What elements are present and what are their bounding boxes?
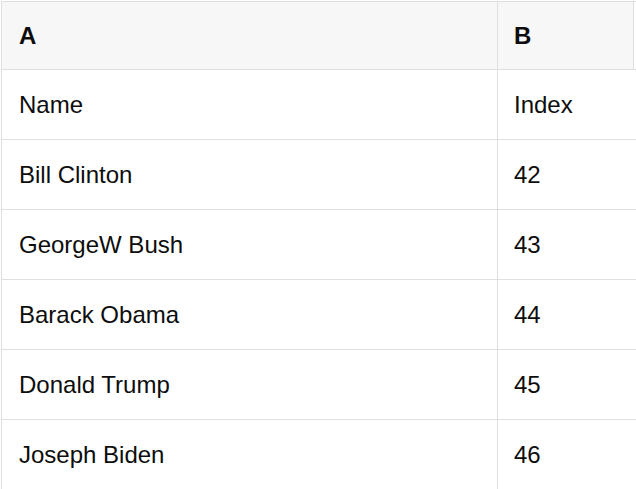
column-header-a[interactable]: A xyxy=(2,2,498,69)
table-cell-b[interactable]: Index xyxy=(498,70,636,139)
table-row: Barack Obama44 xyxy=(2,280,636,350)
table-cell-b[interactable]: 42 xyxy=(498,140,636,209)
table-row: Bill Clinton42 xyxy=(2,140,636,210)
table-cell-b[interactable]: 43 xyxy=(498,210,636,279)
column-header-row: A B xyxy=(2,2,636,70)
table-cell-a[interactable]: Joseph Biden xyxy=(2,420,498,489)
table-row: GeorgeW Bush43 xyxy=(2,210,636,280)
table-body: NameIndexBill Clinton42GeorgeW Bush43Bar… xyxy=(2,70,636,489)
table-cell-a[interactable]: Bill Clinton xyxy=(2,140,498,209)
table-row: NameIndex xyxy=(2,70,636,140)
table-cell-a[interactable]: GeorgeW Bush xyxy=(2,210,498,279)
spreadsheet-table: A B NameIndexBill Clinton42GeorgeW Bush4… xyxy=(1,1,636,489)
table-cell-b[interactable]: 45 xyxy=(498,350,636,419)
column-header-b[interactable]: B xyxy=(498,2,634,69)
table-cell-b[interactable]: 44 xyxy=(498,280,636,349)
table-row: Joseph Biden46 xyxy=(2,420,636,489)
table-cell-a[interactable]: Name xyxy=(2,70,498,139)
table-cell-a[interactable]: Barack Obama xyxy=(2,280,498,349)
table-cell-b[interactable]: 46 xyxy=(498,420,636,489)
table-row: Donald Trump45 xyxy=(2,350,636,420)
table-cell-a[interactable]: Donald Trump xyxy=(2,350,498,419)
